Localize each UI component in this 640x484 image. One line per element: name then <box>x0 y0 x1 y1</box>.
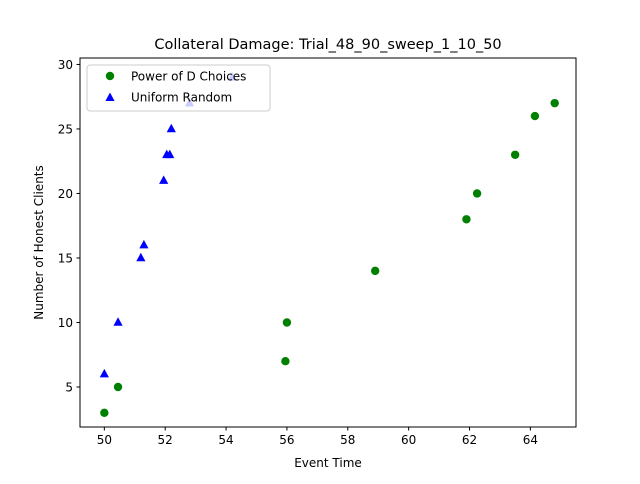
x-axis: 50 52 54 56 58 60 62 64 <box>97 427 538 447</box>
x-tick-label: 60 <box>401 433 416 447</box>
x-tick-label: 58 <box>340 433 355 447</box>
data-point-uniform-random <box>159 175 169 184</box>
legend-box <box>86 64 271 112</box>
x-tick-label: 64 <box>523 433 538 447</box>
legend: Power of D Choices Uniform Random <box>86 64 271 112</box>
legend-label-power-of-d-choices: Power of D Choices <box>131 70 246 84</box>
data-point-power-of-d-choices <box>370 266 380 276</box>
legend-label-uniform-random: Uniform Random <box>131 91 232 105</box>
data-point-power-of-d-choices <box>282 318 292 327</box>
data-point-uniform-random <box>113 317 123 326</box>
y-tick-label: 15 <box>58 251 73 265</box>
legend-marker-power-of-d-choices <box>105 71 115 81</box>
x-tick-label: 56 <box>279 433 294 447</box>
data-point-power-of-d-choices <box>281 356 290 366</box>
y-tick-label: 20 <box>58 187 73 201</box>
x-tick-label: 62 <box>462 433 477 447</box>
y-tick-label: 30 <box>58 58 73 72</box>
y-axis: 5 10 15 20 25 30 <box>58 58 80 394</box>
x-axis-label: Event Time <box>294 456 362 470</box>
x-tick-label: 52 <box>158 433 173 447</box>
y-tick-label: 25 <box>58 122 73 136</box>
x-tick-label: 50 <box>97 433 112 447</box>
legend-marker-uniform-random <box>105 92 115 101</box>
plot-area <box>79 57 577 428</box>
y-tick-label: 10 <box>58 316 73 330</box>
x-tick-label: 54 <box>218 433 233 447</box>
data-point-uniform-random <box>166 123 176 133</box>
data-point-uniform-random <box>165 149 175 159</box>
data-point-power-of-d-choices <box>113 382 123 392</box>
data-point-power-of-d-choices <box>530 111 540 121</box>
data-point-uniform-random <box>99 368 109 378</box>
data-point-power-of-d-choices <box>550 98 559 108</box>
plot-frame <box>79 57 577 428</box>
data-point-power-of-d-choices <box>462 215 471 224</box>
data-point-uniform-random <box>139 239 149 249</box>
data-point-power-of-d-choices <box>472 189 482 198</box>
y-axis-label: Number of Honest Clients <box>32 165 46 320</box>
data-point-uniform-random <box>136 252 146 262</box>
chart-title: Collateral Damage: Trial_48_90_sweep_1_1… <box>154 37 501 53</box>
data-point-power-of-d-choices <box>510 150 520 159</box>
data-point-power-of-d-choices <box>100 408 109 418</box>
y-tick-label: 5 <box>65 380 73 394</box>
